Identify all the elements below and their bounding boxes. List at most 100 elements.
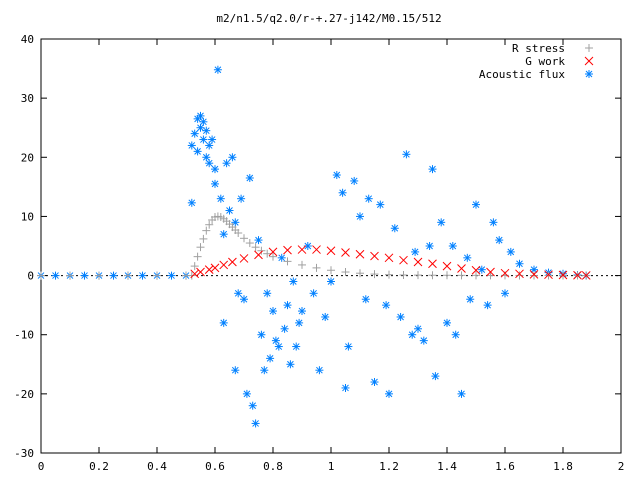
data-point [187,198,196,207]
series-r-stress [37,212,591,280]
data-point [298,260,306,269]
data-point [292,342,301,351]
data-point [425,242,434,250]
data-point [486,267,495,277]
x-tick-label: 1.2 [379,460,399,473]
data-point [530,271,538,280]
data-point [266,354,275,363]
axes: 0 0.2 0.4 0.6 0.8 1 1.2 1.4 1.6 1.8 2 -30 -20 -10 0 10 2… [14,33,624,473]
data-point [245,173,254,182]
data-point [341,268,350,277]
x-tick-label: 0.2 [89,460,109,473]
data-point [225,206,234,215]
data-point [515,271,524,280]
data-point [376,200,385,209]
data-point [309,289,318,298]
data-point [219,318,228,327]
data-point [443,271,451,280]
y-tick-label: -30 [14,447,34,460]
data-point [396,312,405,321]
data-point [295,318,304,327]
y-tick-label: 20 [21,151,34,164]
data-point [199,135,208,144]
data-point [199,117,208,126]
legend-label: R stress [512,42,565,55]
data-point [211,165,219,174]
data-point [187,141,196,150]
data-point [457,389,466,398]
data-point [327,277,335,286]
data-point [205,220,214,229]
data-point [286,360,295,369]
data-point [51,271,60,280]
data-point [428,165,437,174]
data-point [202,153,211,162]
legend-marker [585,70,593,78]
data-point [414,271,422,280]
data-point [167,271,176,280]
data-point [257,330,266,339]
legend-marker [584,56,594,66]
data-point [190,129,199,138]
data-point [228,153,237,162]
data-point [37,271,45,280]
data-point [109,271,118,280]
data-point [384,253,394,263]
data-point [457,264,466,273]
data-point [283,301,292,310]
x-tick-label: 0.4 [147,460,167,473]
data-point [219,230,228,239]
legend-label: G work [525,55,565,68]
data-point [80,271,89,280]
data-point [242,389,251,398]
data-point [495,236,504,245]
data-point [202,226,211,235]
data-point [193,147,202,156]
series-g-work [190,245,591,280]
data-point [428,259,437,269]
data-point [298,307,306,316]
data-point [402,150,411,159]
data-point [263,289,272,298]
data-point [364,194,373,203]
x-tick-label: 1.8 [553,460,573,473]
data-point [327,266,335,275]
data-point [251,243,260,252]
y-tick-label: -10 [14,329,34,342]
data-point [451,330,460,339]
data-point [254,236,263,245]
data-point [271,336,280,345]
chart-title: m2/n1.5/q2.0/r-+.27-j142/M0.15/512 [216,12,441,25]
data-point [196,243,205,252]
data-point [489,218,498,227]
data-point [202,126,211,135]
data-point [466,295,475,304]
data-point [370,378,379,387]
data-point [153,271,161,280]
data-point [187,271,196,280]
data-point [283,257,292,266]
data-point [260,366,269,375]
x-tick-label: 1.6 [495,460,515,473]
data-point [399,255,408,265]
data-point [251,419,260,428]
data-point [344,342,353,351]
data-point [254,250,263,260]
data-point [274,342,283,351]
data-point [341,383,350,392]
data-point [529,270,539,279]
data-point [219,260,229,270]
x-tick-label: 0.6 [205,460,225,473]
data-point [193,252,202,261]
data-point [239,254,249,263]
data-point [443,318,451,327]
data-point [138,271,147,280]
data-point [399,270,408,279]
data-point [222,159,231,168]
data-point [216,194,225,203]
data-point [289,277,298,286]
data-point [390,224,399,233]
data-point [280,324,289,333]
data-point [382,301,391,310]
